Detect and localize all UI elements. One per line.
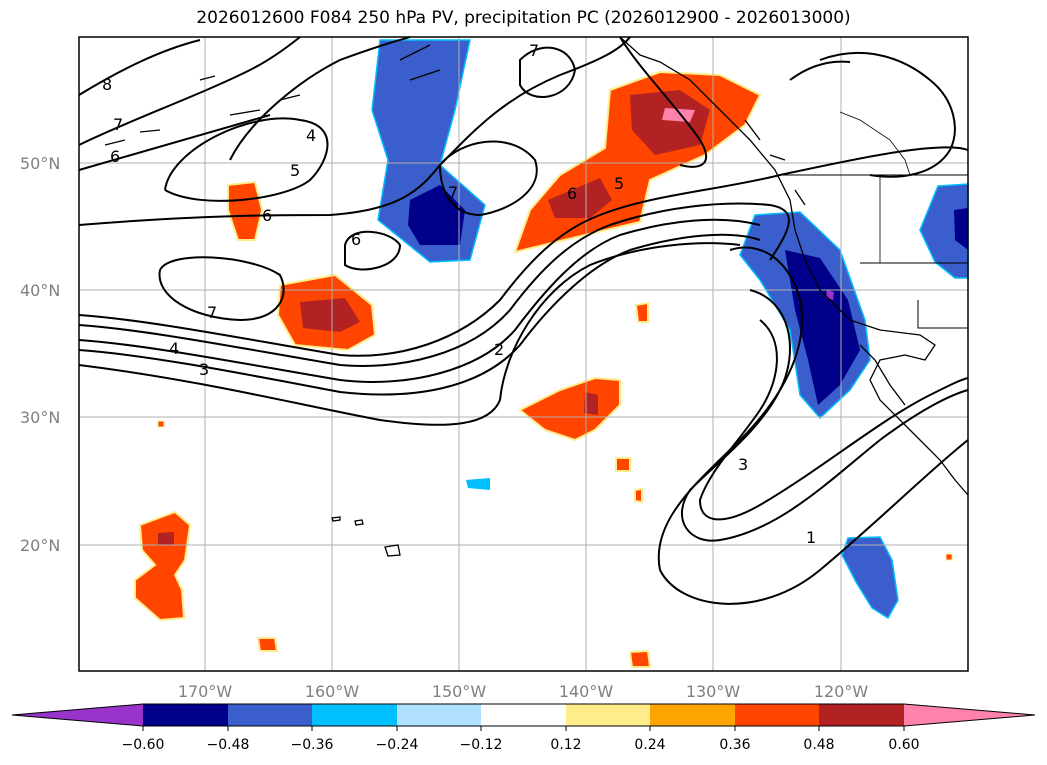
pv-contours — [78, 36, 969, 605]
lon-labels: 170°W 160°W 150°W 140°W 130°W 120°W — [178, 682, 869, 701]
colorbar-tick-label: −0.48 — [207, 737, 250, 753]
svg-text:150°W: 150°W — [432, 682, 487, 701]
svg-text:7: 7 — [113, 115, 123, 134]
svg-text:20°N: 20°N — [20, 536, 60, 555]
colorbar-tick-label: −0.60 — [122, 737, 165, 753]
colorbar-ticks — [142, 726, 905, 731]
precip-shading — [134, 39, 969, 668]
svg-text:40°N: 40°N — [20, 281, 60, 300]
svg-text:5: 5 — [290, 161, 300, 180]
colorbar-bin — [735, 704, 819, 726]
colorbar-tick-label: −0.36 — [291, 737, 334, 753]
colorbar-under-extension — [12, 704, 143, 726]
colorbar-bin — [143, 704, 228, 726]
colorbar-bin — [481, 704, 566, 726]
colorbar-bin — [650, 704, 735, 726]
colorbar-bin — [819, 704, 904, 726]
map-title: 2026012600 F084 250 hPa PV, precipitatio… — [196, 8, 851, 28]
colorbar-bin — [566, 704, 650, 726]
contour-labels: 8 7 6 4 5 6 7 6 7 4 3 2 6 5 7 3 1 — [102, 41, 816, 547]
colorbar-tick-label: −0.12 — [460, 737, 503, 753]
svg-text:5: 5 — [614, 174, 624, 193]
colorbar: −0.60 −0.48 −0.36 −0.24 −0.12 0.12 0.24 … — [11, 703, 1036, 753]
svg-text:130°W: 130°W — [686, 682, 741, 701]
svg-text:6: 6 — [351, 230, 361, 249]
svg-text:6: 6 — [262, 206, 272, 225]
svg-text:6: 6 — [110, 147, 120, 166]
colorbar-tick-label: 0.24 — [634, 737, 665, 753]
svg-text:120°W: 120°W — [814, 682, 869, 701]
colorbar-bin — [312, 704, 397, 726]
colorbar-bin — [228, 704, 312, 726]
colorbar-tick-label: 0.60 — [888, 737, 919, 753]
svg-text:7: 7 — [448, 183, 458, 202]
colorbar-over-extension — [904, 704, 1035, 726]
map-frame — [78, 36, 969, 672]
colorbar-tick-label: 0.48 — [803, 737, 834, 753]
svg-text:3: 3 — [738, 455, 748, 474]
colorbar-tick-label: 0.12 — [550, 737, 581, 753]
svg-text:8: 8 — [102, 75, 112, 94]
svg-text:3: 3 — [199, 360, 209, 379]
gridlines — [79, 37, 968, 671]
colorbar-tick-label: 0.36 — [719, 737, 750, 753]
svg-text:50°N: 50°N — [20, 154, 60, 173]
svg-text:4: 4 — [169, 339, 179, 358]
lat-labels: 50°N 40°N 30°N 20°N — [20, 154, 60, 555]
coastlines — [104, 36, 969, 557]
svg-text:7: 7 — [529, 41, 539, 60]
svg-text:7: 7 — [207, 303, 217, 322]
svg-text:1: 1 — [806, 528, 816, 547]
svg-text:160°W: 160°W — [305, 682, 360, 701]
svg-text:4: 4 — [306, 126, 316, 145]
colorbar-bin — [397, 704, 481, 726]
svg-text:170°W: 170°W — [178, 682, 233, 701]
colorbar-tick-labels: −0.60 −0.48 −0.36 −0.24 −0.12 0.12 0.24 … — [122, 737, 920, 753]
svg-text:30°N: 30°N — [20, 408, 60, 427]
svg-text:6: 6 — [567, 184, 577, 203]
svg-text:140°W: 140°W — [559, 682, 614, 701]
svg-text:2: 2 — [494, 340, 504, 359]
colorbar-tick-label: −0.24 — [376, 737, 419, 753]
